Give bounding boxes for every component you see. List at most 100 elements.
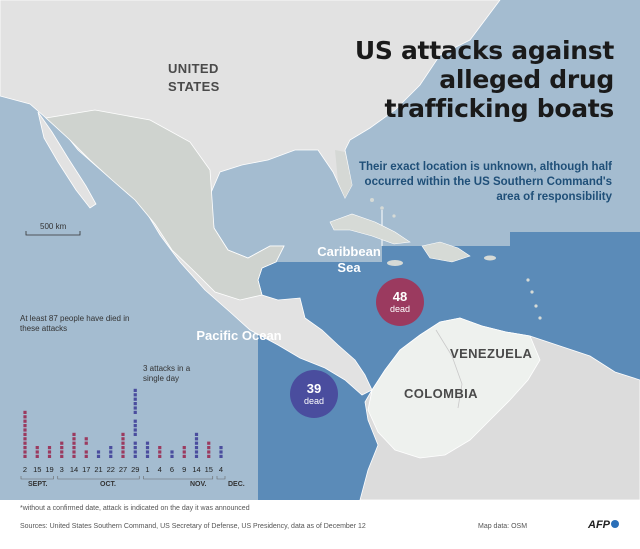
death-square	[133, 410, 137, 414]
death-square	[23, 419, 27, 423]
death-square	[194, 441, 199, 445]
footnote: *without a confirmed date, attack is ind…	[20, 505, 250, 512]
death-square	[133, 432, 137, 436]
bahamas-3	[392, 214, 396, 218]
jamaica	[387, 260, 403, 266]
death-square	[219, 446, 223, 450]
death-square	[145, 446, 150, 450]
label-pacific-ocean: Pacific Ocean	[196, 328, 282, 343]
death-square	[133, 450, 137, 454]
scale-label: 500 km	[40, 222, 67, 231]
death-square	[47, 446, 52, 450]
death-square	[145, 441, 150, 445]
death-square	[133, 406, 137, 410]
scale-bar	[25, 231, 81, 236]
colombia-venezuela	[367, 317, 541, 459]
death-square	[219, 454, 223, 458]
antilles-4	[538, 316, 542, 320]
death-square	[84, 454, 88, 458]
map	[0, 0, 640, 500]
death-square	[133, 446, 137, 450]
death-square	[133, 397, 137, 401]
death-square	[72, 432, 76, 436]
death-square	[35, 450, 39, 454]
death-square	[182, 446, 186, 450]
death-square	[133, 402, 137, 406]
death-square	[109, 446, 113, 450]
bahamas-2	[380, 206, 384, 210]
death-square	[133, 441, 137, 445]
death-square	[96, 450, 101, 454]
label-venezuela: VENEZUELA	[450, 346, 533, 361]
map-data-credit: Map data: OSM	[478, 523, 528, 530]
chart-annotation: 3 attacks in a single day	[143, 364, 191, 383]
label-united-states: UNITED STATES	[168, 61, 220, 94]
death-square	[170, 454, 174, 458]
chart-title: At least 87 people have died in these at…	[20, 314, 130, 333]
death-square	[35, 454, 39, 458]
month-sept: SEPT.	[28, 481, 48, 488]
caribbean-count-label: dead	[389, 304, 411, 314]
death-square	[72, 446, 76, 450]
label-colombia: COLOMBIA	[404, 386, 478, 401]
death-square	[96, 454, 101, 458]
death-square	[158, 446, 162, 450]
death-square	[60, 450, 64, 454]
day-tick-label: 27	[119, 465, 127, 474]
death-square	[121, 437, 125, 441]
death-square	[60, 441, 64, 445]
day-tick-label: 3	[60, 465, 64, 474]
death-square	[194, 432, 199, 436]
death-square	[133, 428, 137, 432]
death-square	[23, 450, 27, 454]
mexico	[45, 109, 285, 301]
death-square	[133, 393, 137, 397]
title: US attacks against alleged drug traffick…	[354, 36, 614, 123]
puerto-rico	[484, 255, 496, 261]
day-tick-label: 14	[192, 465, 200, 474]
death-square	[121, 450, 125, 454]
death-square	[60, 446, 64, 450]
month-bracket	[143, 476, 214, 480]
deaths-chart: 2 15 19 3 14 17 21 22 27 29 1 4 6 9 14 15 4	[20, 388, 226, 480]
death-square	[133, 454, 137, 458]
death-square	[194, 450, 199, 454]
day-tick-label: 2	[23, 465, 27, 474]
afp-logo: AFP	[588, 519, 619, 531]
death-square	[207, 454, 211, 458]
death-square	[47, 454, 52, 458]
death-square	[23, 446, 27, 450]
death-square	[23, 410, 27, 414]
day-tick-label: 19	[45, 465, 53, 474]
death-square	[72, 441, 76, 445]
cuba	[329, 213, 411, 245]
antilles-2	[530, 290, 534, 294]
day-tick-label: 4	[158, 465, 162, 474]
death-square	[47, 450, 52, 454]
florida	[335, 150, 352, 198]
day-tick-label: 14	[70, 465, 78, 474]
pacific-count: 39	[306, 381, 322, 396]
death-square	[182, 450, 186, 454]
caribbean-count: 48	[392, 289, 408, 304]
day-tick-label: 9	[182, 465, 186, 474]
month-oct: OCT.	[100, 481, 116, 488]
death-square	[170, 450, 174, 454]
death-square	[84, 437, 88, 441]
death-square	[72, 450, 76, 454]
afp-dot-icon	[611, 520, 619, 528]
death-square	[23, 454, 27, 458]
death-square	[23, 424, 27, 428]
death-square	[207, 446, 211, 450]
death-square	[158, 454, 162, 458]
pacific-count-circle: 39 dead	[290, 370, 338, 418]
death-square	[158, 450, 162, 454]
antilles-3	[534, 304, 538, 308]
death-square	[109, 454, 113, 458]
month-nov: NOV.	[190, 481, 207, 488]
day-tick-label: 21	[94, 465, 102, 474]
day-tick-label: 1	[145, 465, 149, 474]
death-square	[121, 432, 125, 436]
death-square	[194, 454, 199, 458]
death-square	[121, 454, 125, 458]
